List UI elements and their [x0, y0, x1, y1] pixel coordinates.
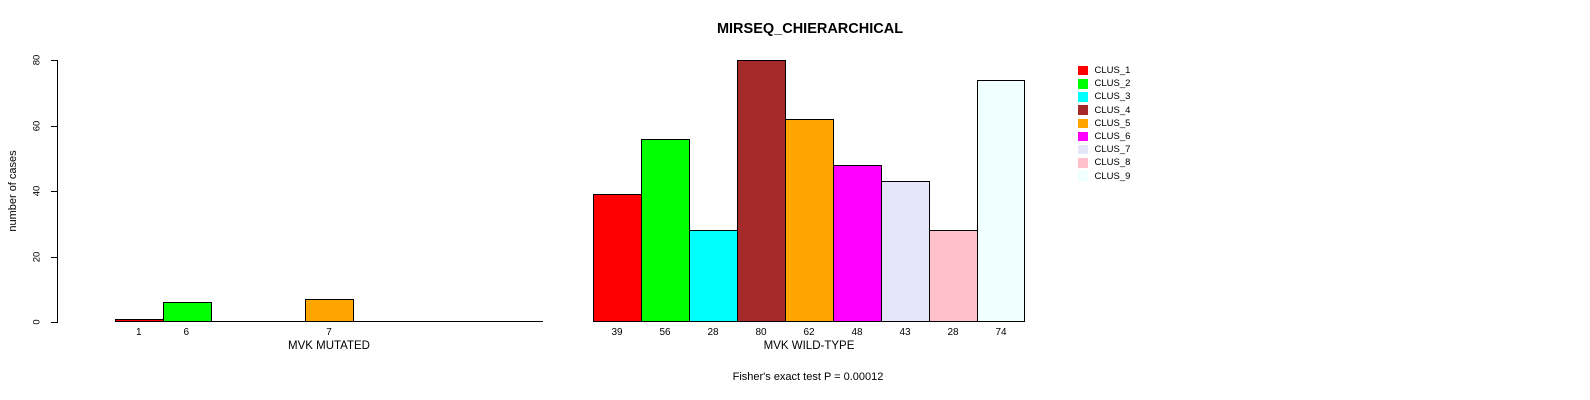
bar-clus_5: [785, 119, 834, 322]
legend-swatch: [1078, 105, 1088, 115]
bar-value-label: 80: [755, 327, 767, 338]
y-axis-tick-mark: [51, 60, 57, 61]
legend-label: CLUS_4: [1094, 104, 1131, 116]
bar-clus_8: [929, 230, 978, 322]
legend-label: CLUS_5: [1094, 117, 1131, 129]
legend-swatch: [1078, 118, 1088, 129]
y-axis-tick-label: 20: [31, 251, 43, 263]
legend-item-clus_1: CLUS_1: [1078, 64, 1130, 77]
legend-swatch: [1078, 144, 1088, 155]
legend-label: CLUS_1: [1094, 65, 1131, 77]
y-axis-tick-mark: [51, 257, 57, 258]
bar-clus_9: [977, 80, 1025, 322]
y-axis-tick-label: 60: [31, 120, 43, 132]
legend-label: CLUS_6: [1094, 131, 1131, 143]
bar-clus_7: [881, 181, 930, 322]
chart-title: MIRSEQ_CHIERARCHICAL: [716, 21, 904, 37]
legend-item-clus_6: CLUS_6: [1078, 130, 1130, 143]
bar-value-label: 56: [659, 327, 671, 338]
legend-label: CLUS_2: [1094, 78, 1131, 90]
legend-swatch: [1078, 65, 1088, 76]
legend-item-clus_7: CLUS_7: [1078, 143, 1130, 156]
legend-swatch: [1078, 131, 1088, 142]
legend-label: CLUS_9: [1094, 170, 1131, 182]
legend-item-clus_9: CLUS_9: [1078, 170, 1130, 183]
legend-label: CLUS_7: [1094, 144, 1131, 156]
y-axis-title: number of cases: [7, 150, 19, 232]
bar-value-label: 62: [803, 327, 815, 338]
legend-item-clus_2: CLUS_2: [1078, 77, 1130, 90]
legend-swatch: [1078, 79, 1088, 89]
legend-swatch: [1078, 158, 1088, 168]
legend-swatch: [1078, 92, 1088, 102]
bar-clus_6: [833, 165, 882, 322]
legend-item-clus_8: CLUS_8: [1078, 156, 1130, 169]
legend-item-clus_5: CLUS_5: [1078, 117, 1130, 130]
y-axis-tick-mark: [51, 126, 57, 127]
bar-group-mvk-mutated: [115, 60, 543, 322]
legend-item-clus_3: CLUS_3: [1078, 90, 1130, 103]
y-axis-tick-mark: [51, 191, 57, 192]
y-axis-tick-label: 0: [31, 319, 43, 325]
x-axis-label-mvk-mutated: MVK MUTATED: [288, 340, 370, 352]
legend: CLUS_1 CLUS_2 CLUS_3 CLUS_4 CLUS_5 CLUS_6 CLUS…: [1078, 64, 1130, 183]
fisher-test-annotation: Fisher's exact test P = 0.00012: [732, 371, 884, 383]
bar-value-label: 43: [899, 327, 911, 338]
y-axis-tick-label: 40: [31, 185, 43, 197]
bar-value-label: 39: [611, 327, 623, 338]
bar-clus_1: [115, 319, 164, 322]
bar-group-mvk-wild-type: [593, 60, 1025, 322]
bar-value-label: 1: [135, 327, 142, 338]
y-axis-tick-mark: [51, 322, 57, 323]
legend-swatch: [1078, 171, 1088, 181]
bar-value-label: 74: [995, 327, 1007, 338]
legend-label: CLUS_3: [1094, 91, 1131, 103]
y-axis-tick-label: 80: [31, 54, 43, 66]
bar-value-label: 28: [707, 327, 719, 338]
bar-clus_5: [305, 299, 354, 322]
bar-value-label: 28: [947, 327, 959, 338]
x-axis-label-mvk-wild-type: MVK WILD-TYPE: [763, 340, 855, 352]
bar-value-label: 48: [851, 327, 863, 338]
bar-clus_1: [593, 194, 642, 322]
bar-value-label: 7: [326, 327, 332, 338]
bar-clus_3: [689, 230, 738, 322]
bar-clus_2: [163, 302, 212, 322]
bar-value-label: 6: [183, 327, 190, 338]
y-axis-line: [57, 60, 58, 323]
bar-clus_2: [641, 139, 690, 322]
bar-clus_4: [737, 60, 786, 322]
legend-item-clus_4: CLUS_4: [1078, 104, 1130, 117]
legend-label: CLUS_8: [1094, 157, 1131, 169]
